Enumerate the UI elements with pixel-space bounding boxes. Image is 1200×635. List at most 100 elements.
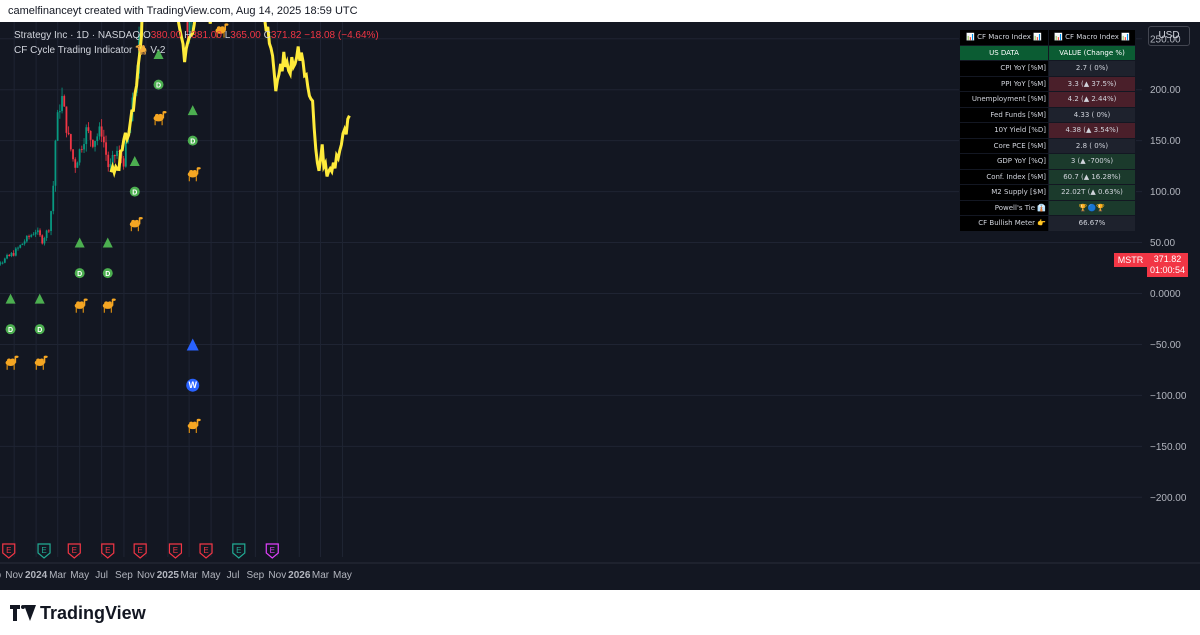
macro-row-value: 2.7 ( 0%) [1048, 60, 1136, 77]
legend-low-label: L [224, 30, 231, 41]
earnings-marker[interactable] [37, 543, 51, 559]
macro-title-right: 📊 CF Macro Index 📊 [1048, 29, 1136, 46]
candle-body [23, 241, 26, 244]
macro-row: M2 Supply [$M] 22.02T (▲ 0.63%) [959, 184, 1136, 201]
x-tick-label: 2024 [25, 570, 48, 581]
chart-legend: Strategy Inc · 1D · NASDAQ O380.00 H381.… [14, 28, 379, 58]
macro-row-label: Core PCE [%M] [959, 137, 1049, 154]
candle-body [6, 254, 8, 259]
candle-body [12, 253, 15, 256]
candle-body [52, 185, 55, 212]
camel-icon [129, 217, 143, 232]
candle-body [72, 149, 74, 160]
signal-letter: D [8, 327, 13, 334]
y-tick-label: −200.00 [1150, 493, 1187, 504]
macro-row-value: 🏆🔵🏆 [1048, 199, 1136, 216]
earnings-marker[interactable] [2, 543, 16, 559]
bar-countdown: 01:00:54 [1149, 265, 1186, 275]
macro-row: Unemployment [%M] 4.2 (▲ 2.44%) [959, 91, 1136, 108]
macro-row: GDP YoY [%Q] 3 (▲ -700%) [959, 153, 1136, 170]
macro-row-label: Unemployment [%M] [959, 91, 1049, 108]
y-tick-label: −100.00 [1150, 391, 1187, 402]
camel-icon [187, 167, 201, 182]
currency-button[interactable]: USD [1148, 26, 1190, 46]
y-tick-label: 0.0000 [1150, 289, 1181, 300]
candle-body [58, 111, 61, 113]
ticker-tag: MSTR [1114, 253, 1147, 267]
x-tick-label: 2026 [288, 570, 311, 581]
camel-icon [187, 418, 201, 433]
macro-row-value: 2.8 ( 0%) [1048, 137, 1136, 154]
candle-body [30, 235, 33, 237]
earnings-marker[interactable] [133, 543, 147, 559]
price-axis[interactable] [1142, 22, 1200, 590]
candle-body [113, 155, 116, 157]
legend-symbol: Strategy Inc · 1D · NASDAQ [14, 30, 141, 41]
tradingview-logo[interactable]: TradingView [10, 602, 146, 624]
camel-icon [5, 355, 19, 370]
earnings-label: E [137, 546, 142, 555]
macro-row: 10Y Yield [%D] 4.38 (▲ 3.54%) [959, 122, 1136, 139]
macro-row-label: CPI YoY [%M] [959, 60, 1049, 77]
camel-icon [102, 298, 116, 313]
signal-badge [129, 186, 140, 197]
candle-body [89, 130, 92, 140]
signal-triangle [187, 105, 198, 116]
candle-body [91, 139, 94, 147]
x-tick-label: Mar [312, 570, 330, 581]
last-price: 371.82 [1153, 254, 1182, 264]
camel-icon [215, 23, 229, 38]
candle-body [0, 262, 2, 264]
earnings-marker[interactable] [265, 543, 279, 559]
candle-body [76, 162, 79, 168]
earnings-marker[interactable] [232, 543, 246, 559]
y-tick-label: 50.00 [1150, 238, 1175, 249]
logo-text: TradingView [40, 602, 146, 623]
x-tick-label: Jul [227, 570, 240, 581]
earnings-marker[interactable] [199, 543, 213, 559]
signal-triangle [74, 237, 85, 248]
candle-body [32, 234, 35, 236]
macro-title-left: 📊 CF Macro Index 📊 [959, 29, 1049, 46]
candle-body [56, 112, 59, 141]
candle-body [61, 96, 63, 112]
signal-badge [74, 268, 85, 279]
candle-body [122, 158, 125, 167]
signal-triangle [34, 293, 45, 304]
candle-body [19, 244, 22, 248]
macro-row: Powell's Tie 👔 🏆🔵🏆 [959, 199, 1136, 216]
candle-body [47, 230, 50, 232]
candle-body [87, 127, 90, 131]
macro-title-row: 📊 CF Macro Index 📊 📊 CF Macro Index 📊 [959, 29, 1136, 46]
candle-body [83, 144, 85, 150]
candle-body [39, 230, 41, 236]
macro-row-label: GDP YoY [%Q] [959, 153, 1049, 170]
macro-row: PPI YoY [%M] 3.3 (▲ 37.5%) [959, 75, 1136, 92]
earnings-marker[interactable] [168, 543, 183, 559]
macro-index-table: 📊 CF Macro Index 📊 📊 CF Macro Index 📊 US… [959, 29, 1136, 232]
candle-body [34, 232, 37, 235]
candle-body [41, 235, 44, 244]
candle-body [94, 140, 96, 147]
candle-body [28, 236, 30, 237]
candle-body [124, 142, 127, 167]
candle-body [80, 149, 83, 150]
candle-body [21, 243, 24, 245]
macro-row: Conf. Index [%M] 60.7 (▲ 16.28%) [959, 168, 1136, 185]
candle-body [100, 126, 103, 137]
legend-row-price: Strategy Inc · 1D · NASDAQ O380.00 H381.… [14, 28, 379, 43]
header-bar: camelfinanceyt created with TradingView.… [0, 0, 1200, 22]
candle-body [116, 150, 118, 157]
legend-indicator[interactable]: CF Cycle Trading Indicator 🐪 V-2 [14, 45, 166, 56]
x-tick-label: Sep [246, 570, 264, 581]
macro-row-value: 22.02T (▲ 0.63%) [1048, 184, 1136, 201]
signal-badge [34, 324, 45, 335]
earnings-marker[interactable] [101, 543, 115, 559]
y-tick-label: 200.00 [1150, 85, 1181, 96]
signal-triangle [129, 156, 140, 167]
earnings-marker[interactable] [67, 543, 81, 559]
signal-letter: D [190, 139, 195, 146]
macro-row: CPI YoY [%M] 2.7 ( 0%) [959, 60, 1136, 77]
candle-body [85, 127, 88, 145]
macro-col-left: US DATA [959, 44, 1049, 61]
